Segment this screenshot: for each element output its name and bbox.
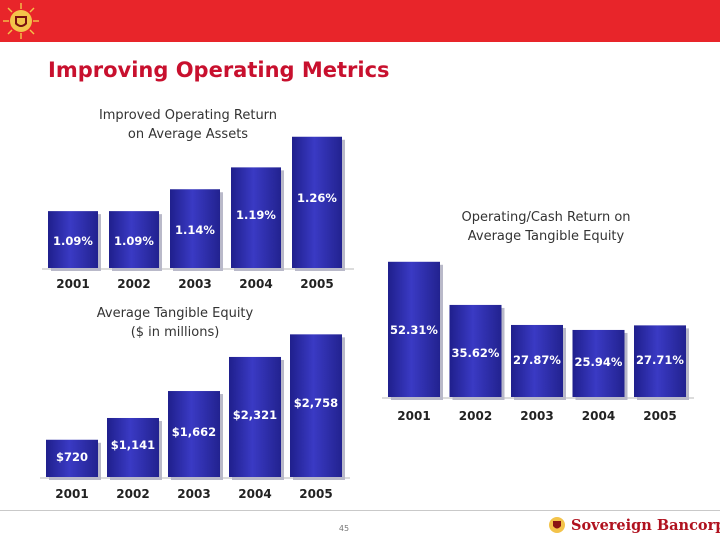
data-label: 1.14% bbox=[175, 223, 215, 237]
bar-2003 bbox=[170, 189, 220, 268]
x-tick-label: 2003 bbox=[520, 409, 553, 423]
data-label: 35.62% bbox=[452, 346, 500, 360]
data-label: $720 bbox=[56, 450, 88, 464]
chart-title-rote: Operating/Cash Return on Average Tangibl… bbox=[406, 208, 686, 246]
x-tick-label: 2003 bbox=[177, 487, 210, 501]
bar-2005 bbox=[634, 325, 686, 397]
bar-2001 bbox=[388, 261, 440, 397]
bar-2005 bbox=[290, 334, 342, 477]
bar-2002 bbox=[107, 417, 159, 477]
data-label: 27.87% bbox=[513, 353, 561, 367]
company-emblem-icon bbox=[3, 3, 39, 39]
data-label: 1.26% bbox=[297, 191, 337, 205]
data-label: 1.09% bbox=[114, 234, 154, 248]
x-tick-label: 2003 bbox=[178, 277, 211, 291]
bar-2004 bbox=[229, 356, 281, 477]
data-label: 1.09% bbox=[53, 234, 93, 248]
x-tick-label: 2004 bbox=[238, 487, 271, 501]
x-tick-label: 2001 bbox=[397, 409, 430, 423]
chart-title-roa: Improved Operating Return on Average Ass… bbox=[50, 106, 326, 144]
x-tick-label: 2004 bbox=[239, 277, 272, 291]
chart-title-line: on Average Assets bbox=[127, 127, 249, 142]
x-tick-label: 2005 bbox=[300, 277, 333, 291]
chart-title-line: Improved Operating Return bbox=[98, 108, 278, 123]
x-tick-label: 2004 bbox=[582, 409, 615, 423]
data-label: 1.19% bbox=[236, 208, 276, 222]
brand-logo: Sovereign Bancorp bbox=[548, 514, 720, 536]
x-tick-label: 2002 bbox=[117, 277, 150, 291]
data-label: 25.94% bbox=[575, 355, 623, 369]
bar-2004 bbox=[572, 329, 625, 397]
chart-title-line: ($ in millions) bbox=[130, 325, 220, 340]
footer-divider bbox=[0, 510, 720, 511]
chart-title-line: Average Tangible Equity bbox=[96, 306, 254, 321]
x-tick-label: 2005 bbox=[643, 409, 676, 423]
bar-2003 bbox=[168, 391, 220, 477]
brand-name: Sovereign Bancorp bbox=[571, 516, 720, 534]
data-label: $2,758 bbox=[294, 396, 338, 410]
x-tick-label: 2001 bbox=[55, 487, 88, 501]
x-tick-label: 2005 bbox=[299, 487, 332, 501]
chart-title-line: Average Tangible Equity bbox=[467, 229, 625, 244]
x-tick-label: 2002 bbox=[116, 487, 149, 501]
x-tick-label: 2002 bbox=[459, 409, 492, 423]
page-title: Improving Operating Metrics bbox=[48, 58, 390, 82]
chart-title-tangible-equity: Average Tangible Equity ($ in millions) bbox=[40, 304, 310, 342]
data-label: $1,141 bbox=[111, 438, 155, 452]
x-tick-label: 2001 bbox=[56, 277, 89, 291]
bar-2004 bbox=[231, 167, 281, 268]
data-label: 27.71% bbox=[636, 353, 684, 367]
data-label: $2,321 bbox=[233, 408, 277, 422]
brand-emblem-icon bbox=[549, 517, 565, 533]
header-bar bbox=[0, 0, 720, 42]
page-number: 45 bbox=[338, 524, 350, 533]
bar-2002 bbox=[449, 304, 502, 397]
bar-2005 bbox=[292, 136, 342, 268]
data-label: $1,662 bbox=[172, 425, 216, 439]
bar-2003 bbox=[511, 324, 563, 397]
bar-2001 bbox=[46, 439, 98, 477]
data-label: 52.31% bbox=[390, 323, 438, 337]
bar-2001 bbox=[48, 211, 98, 268]
bar-2002 bbox=[109, 211, 159, 268]
chart-title-line: Operating/Cash Return on bbox=[461, 210, 631, 225]
